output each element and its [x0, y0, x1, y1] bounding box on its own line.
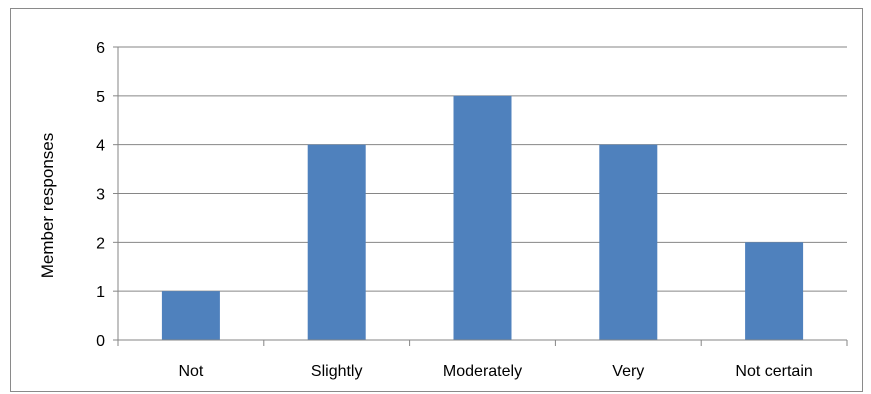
bar-not [161, 291, 220, 340]
x-category-label-4: Not certain [735, 363, 812, 380]
y-axis-title: Member responses [38, 133, 57, 279]
x-category-label-3: Very [612, 363, 644, 380]
axes [113, 46, 848, 346]
y-tick-labels: 0 1 2 3 4 5 6 [96, 40, 105, 350]
y-tick-label-4: 4 [96, 138, 105, 155]
y-tick-label-6: 6 [96, 40, 105, 57]
bar-very [599, 144, 658, 340]
bar-not-certain [745, 242, 804, 340]
y-tick-label-3: 3 [96, 187, 105, 204]
y-tick-label-5: 5 [96, 89, 105, 106]
bar-slightly [307, 144, 366, 340]
y-tick-label-0: 0 [96, 333, 105, 350]
x-category-label-0: Not [178, 363, 203, 380]
bar-chart: 0 1 2 3 4 5 6 Not Slightly Moderately Very Not cer… [38, 40, 848, 380]
bars [161, 95, 804, 340]
x-category-labels: Not Slightly Moderately Very Not certain [178, 363, 812, 380]
bar-moderately [453, 95, 512, 340]
y-tick-label-1: 1 [96, 284, 105, 301]
chart-area: 0 1 2 3 4 5 6 Not Slightly Moderately Very Not cer… [10, 8, 863, 392]
x-category-label-1: Slightly [311, 363, 363, 380]
x-category-label-2: Moderately [443, 363, 522, 380]
y-tick-label-2: 2 [96, 235, 105, 252]
